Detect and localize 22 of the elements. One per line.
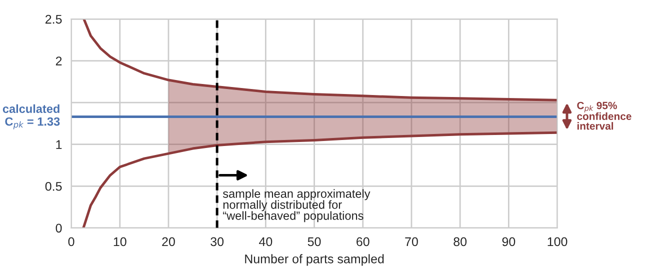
x-tick-label: 100 [548,237,568,246]
annotation: calculated C$_{pk}$ = 1.33 [2,104,60,130]
x-tick-label: 50 [308,237,321,246]
y-tick-label: 1 [56,140,62,149]
x-tick-label: 30 [210,237,224,246]
annotation: sample mean approximately normally distributed for “well-behaved” populations [222,189,370,222]
y-tick-label: 0 [56,224,62,233]
y-tick-label: 2.5 [46,14,62,24]
x-axis-title: Number of parts sampled [245,254,384,266]
line-series [82,19,558,102]
y-tick-label: 2 [56,56,62,66]
annotation: C$_{pk}$ 95% confidence interval [577,102,632,130]
x-tick-label: 20 [162,237,175,246]
y-tick-label: 0.5 [45,182,62,191]
x-tick-label: 90 [502,237,516,246]
x-tick-label: 0 [68,237,74,246]
x-tick-label: 70 [405,237,418,246]
line-series [82,131,558,228]
x-tick-label: 10 [114,237,126,246]
x-tick-label: 40 [259,237,272,246]
x-tick-label: 60 [356,237,370,246]
x-tick-label: 80 [454,237,467,246]
